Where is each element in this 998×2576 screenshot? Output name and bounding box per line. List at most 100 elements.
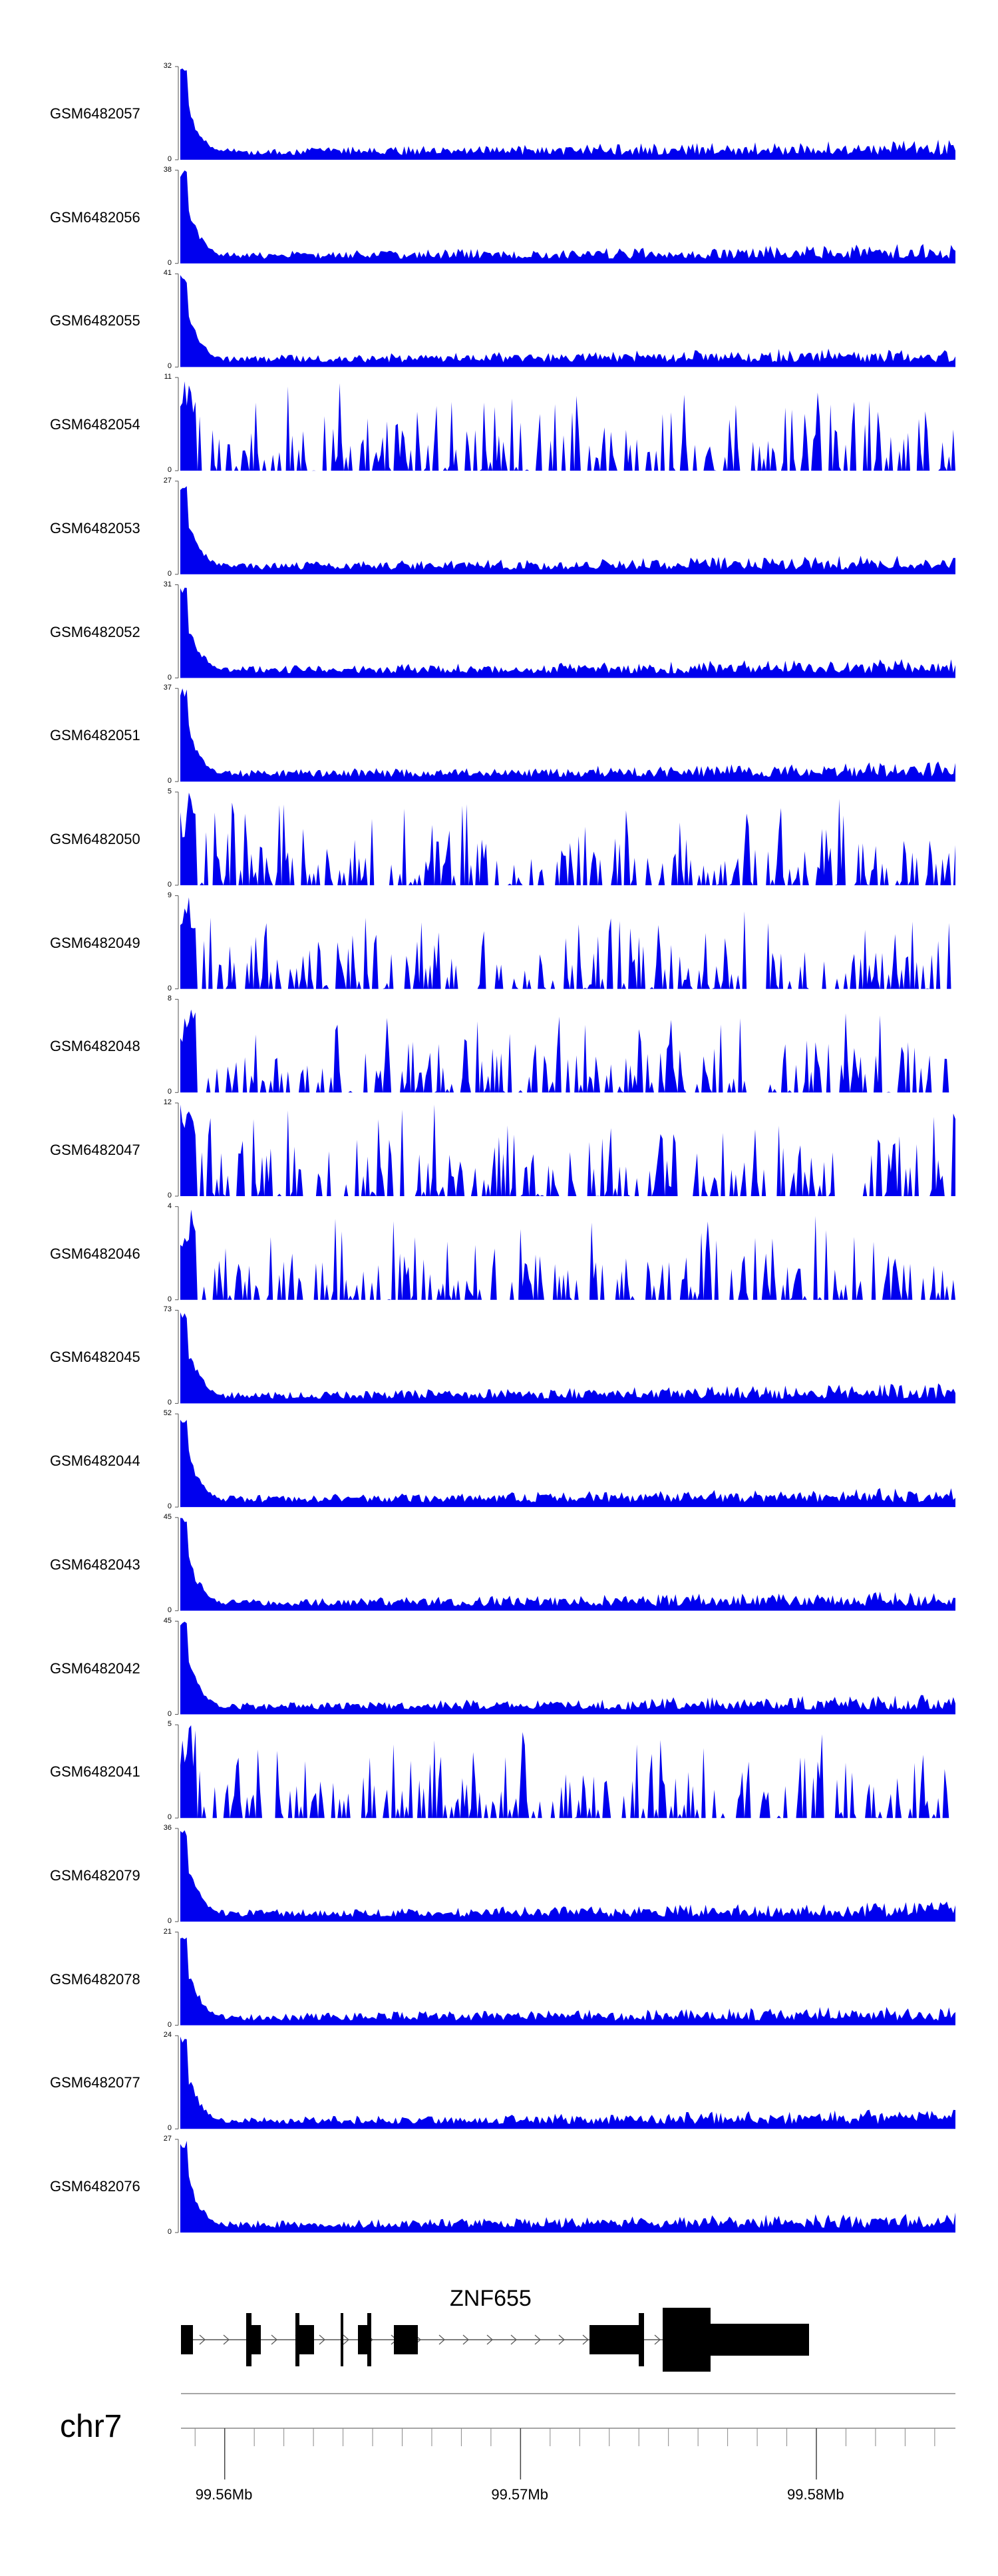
track-signal-area xyxy=(180,1621,955,1715)
track-ymax-label: 41 xyxy=(163,269,172,278)
track-signal-area xyxy=(180,587,955,678)
track-ymin-label: 0 xyxy=(167,1916,172,1925)
gene-exon xyxy=(394,2325,418,2354)
track-ymax-label: 31 xyxy=(163,580,172,588)
x-tick-label: 99.58Mb xyxy=(787,2486,844,2503)
chromosome-label: chr7 xyxy=(60,2409,122,2444)
track-label-GSM6482049: GSM6482049 xyxy=(50,934,140,951)
track-label-GSM6482077: GSM6482077 xyxy=(50,2074,140,2091)
track-ymax-label: 73 xyxy=(163,1305,172,1314)
gene-coding-exon xyxy=(295,2313,299,2366)
strand-arrow xyxy=(558,2334,565,2345)
track-signal-area xyxy=(180,1830,955,1922)
strand-arrow xyxy=(462,2334,469,2345)
track-ymin-label: 0 xyxy=(167,258,172,267)
gene-exon xyxy=(181,2325,193,2354)
track-ymax-label: 45 xyxy=(163,1616,172,1625)
gene-coding-exon xyxy=(341,2313,343,2366)
track-label-GSM6482055: GSM6482055 xyxy=(50,312,140,329)
track-ymin-label: 0 xyxy=(167,1813,172,1822)
track-label-GSM6482050: GSM6482050 xyxy=(50,830,140,847)
track-ymax-label: 27 xyxy=(163,476,172,485)
track-label-GSM6482048: GSM6482048 xyxy=(50,1038,140,1055)
gene-exon-large xyxy=(663,2308,711,2372)
track-ymin-label: 0 xyxy=(167,466,172,475)
track-ymin-label: 0 xyxy=(167,1088,172,1096)
track-ymin-label: 0 xyxy=(167,1398,172,1407)
track-label-GSM6482047: GSM6482047 xyxy=(50,1142,140,1158)
track-signal-area xyxy=(180,486,955,574)
track-label-GSM6482079: GSM6482079 xyxy=(50,1866,140,1884)
track-label-GSM6482042: GSM6482042 xyxy=(50,1659,140,1677)
strand-arrow xyxy=(654,2334,661,2345)
track-ymin-label: 0 xyxy=(167,155,172,163)
track-label-GSM6482043: GSM6482043 xyxy=(50,1556,140,1573)
strand-arrow xyxy=(510,2334,517,2345)
track-ymax-label: 37 xyxy=(163,684,172,692)
track-signal-area xyxy=(180,1009,955,1093)
track-signal-area xyxy=(180,1518,955,1611)
gene-exon xyxy=(358,2325,369,2354)
track-ymax-label: 21 xyxy=(163,1927,172,1936)
track-signal-area xyxy=(180,170,955,264)
track-signal-area xyxy=(180,275,955,367)
track-label-GSM6482076: GSM6482076 xyxy=(50,2178,140,2195)
track-ymin-label: 0 xyxy=(167,2020,172,2029)
track-signal-area xyxy=(180,1209,955,1300)
track-label-GSM6482054: GSM6482054 xyxy=(50,416,140,433)
track-ymin-label: 0 xyxy=(167,362,172,371)
strand-arrow xyxy=(271,2334,277,2345)
track-signal-area xyxy=(180,688,955,782)
track-ymax-label: 24 xyxy=(163,2031,172,2039)
gene-utr-3prime xyxy=(709,2324,809,2356)
strand-arrow xyxy=(223,2334,230,2345)
track-ymax-label: 52 xyxy=(163,1409,172,1418)
strand-arrow xyxy=(534,2334,541,2345)
track-label-GSM6482044: GSM6482044 xyxy=(50,1452,140,1470)
track-signal-area xyxy=(180,1937,955,2026)
track-ymin-label: 0 xyxy=(167,1191,172,1199)
track-label-GSM6482078: GSM6482078 xyxy=(50,1970,140,1988)
track-signal-area xyxy=(180,1104,955,1196)
strand-arrow xyxy=(343,2334,349,2345)
track-signal-area xyxy=(180,2141,955,2233)
x-tick-label: 99.57Mb xyxy=(491,2486,548,2503)
strand-arrow xyxy=(199,2334,206,2345)
track-label-GSM6482057: GSM6482057 xyxy=(50,105,140,122)
track-signal-area xyxy=(180,897,955,989)
x-tick-label: 99.56Mb xyxy=(195,2486,253,2503)
gene-exon xyxy=(589,2325,644,2354)
track-label-GSM6482046: GSM6482046 xyxy=(50,1245,140,1262)
track-signal-area xyxy=(180,1420,955,1508)
track-ymax-label: 36 xyxy=(163,1823,172,1832)
track-signal-area xyxy=(180,1312,955,1404)
track-label-GSM6482045: GSM6482045 xyxy=(50,1349,140,1366)
strand-arrow xyxy=(319,2334,325,2345)
track-label-GSM6482053: GSM6482053 xyxy=(50,519,140,537)
track-ymax-label: 32 xyxy=(163,62,172,70)
track-ymax-label: 8 xyxy=(167,994,172,1003)
track-ymin-label: 0 xyxy=(167,569,172,578)
track-ymax-label: 4 xyxy=(167,1201,172,1210)
gene-coding-exon xyxy=(246,2313,251,2366)
track-label-GSM6482051: GSM6482051 xyxy=(50,727,140,744)
track-ymax-label: 9 xyxy=(167,891,172,899)
track-signal-area xyxy=(180,2036,955,2129)
track-ymin-label: 0 xyxy=(167,777,172,785)
strand-arrow xyxy=(438,2334,445,2345)
track-ymin-label: 0 xyxy=(167,1606,172,1614)
track-ymin-label: 0 xyxy=(167,880,172,889)
track-ymin-label: 0 xyxy=(167,2124,172,2133)
track-ymax-label: 12 xyxy=(163,1098,172,1106)
gene-coding-exon xyxy=(367,2313,371,2366)
track-ymax-label: 38 xyxy=(163,165,172,174)
track-ymin-label: 0 xyxy=(167,1709,172,1718)
track-ymax-label: 11 xyxy=(164,373,172,381)
track-ymax-label: 5 xyxy=(167,787,172,795)
track-ymin-label: 0 xyxy=(167,1502,172,1511)
track-signal-area xyxy=(180,381,955,471)
track-ymax-label: 45 xyxy=(163,1512,172,1521)
track-signal-area xyxy=(180,792,955,885)
